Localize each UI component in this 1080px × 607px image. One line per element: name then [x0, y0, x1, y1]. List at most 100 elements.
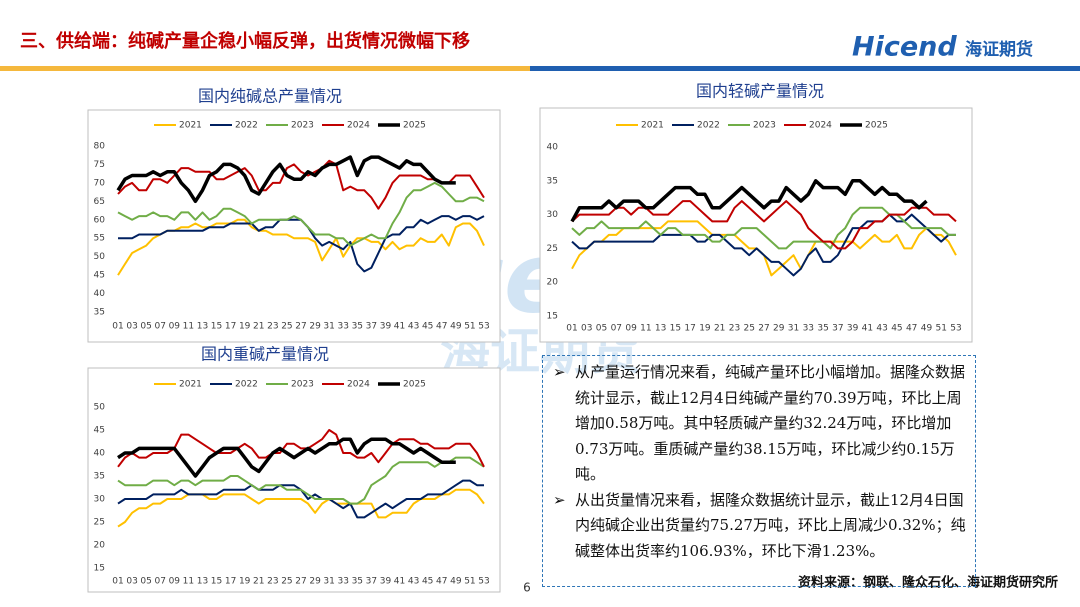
y-tick-label: 70 — [94, 178, 106, 188]
legend-label: 2021 — [179, 380, 202, 390]
x-tick-label: 19 — [239, 577, 251, 587]
chart-title: 国内轻碱产量情况 — [696, 82, 824, 101]
x-tick-label: 29 — [309, 322, 321, 332]
x-tick-label: 15 — [211, 322, 222, 332]
x-tick-label: 49 — [450, 577, 462, 587]
legend-label: 2023 — [291, 380, 314, 390]
x-tick-label: 01 — [566, 324, 577, 334]
x-tick-label: 53 — [478, 322, 489, 332]
chart-frame — [87, 367, 501, 593]
x-tick-label: 09 — [169, 577, 181, 587]
legend-label: 2024 — [347, 121, 370, 131]
x-tick-label: 15 — [211, 577, 222, 587]
x-tick-label: 35 — [352, 577, 363, 587]
y-tick-label: 35 — [94, 472, 105, 482]
notes-box: 从产量运行情况来看，纯碱产量环比小幅增加。据隆众数据统计显示，截止12月4日纯碱… — [542, 355, 976, 587]
series-line — [117, 488, 485, 528]
x-tick-label: 27 — [295, 322, 306, 332]
x-tick-label: 19 — [239, 322, 251, 332]
logo-cn: 海证期货 — [965, 39, 1033, 60]
x-tick-label: 27 — [758, 324, 769, 334]
chart-title: 国内重碱产量情况 — [201, 345, 329, 364]
series-line — [571, 200, 957, 250]
x-tick-label: 35 — [817, 324, 828, 334]
x-tick-label: 13 — [197, 322, 208, 332]
legend-label: 2022 — [235, 121, 258, 131]
x-tick-label: 05 — [140, 322, 151, 332]
y-tick-label: 25 — [547, 244, 558, 254]
x-tick-label: 43 — [876, 324, 887, 334]
x-tick-label: 31 — [788, 324, 799, 334]
x-tick-label: 07 — [155, 577, 166, 587]
y-tick-label: 45 — [94, 426, 105, 436]
y-tick-label: 80 — [94, 142, 106, 152]
legend-label: 2025 — [403, 121, 426, 131]
x-tick-label: 45 — [891, 324, 902, 334]
x-tick-label: 03 — [126, 577, 137, 587]
x-tick-label: 03 — [581, 324, 592, 334]
x-tick-label: 29 — [309, 577, 321, 587]
x-tick-label: 17 — [225, 577, 236, 587]
x-tick-label: 11 — [183, 577, 194, 587]
x-tick-label: 31 — [323, 577, 334, 587]
x-tick-label: 07 — [155, 322, 166, 332]
slide-title: 三、供给端：纯碱产量企稳小幅反弹，出货情况微幅下移 — [20, 30, 470, 52]
y-tick-label: 50 — [94, 252, 106, 262]
legend-label: 2025 — [403, 380, 426, 390]
x-tick-label: 37 — [366, 577, 377, 587]
legend-label: 2022 — [235, 380, 258, 390]
x-tick-label: 11 — [183, 322, 194, 332]
x-tick-label: 47 — [906, 324, 917, 334]
series-line — [117, 437, 456, 478]
x-tick-label: 23 — [729, 324, 740, 334]
y-tick-label: 50 — [94, 403, 106, 413]
x-tick-label: 17 — [225, 322, 236, 332]
x-tick-label: 33 — [803, 324, 814, 334]
x-tick-label: 15 — [670, 324, 681, 334]
x-tick-label: 39 — [847, 324, 859, 334]
series-line — [117, 181, 485, 247]
legend-label: 2021 — [179, 121, 202, 131]
legend-label: 2021 — [641, 121, 664, 131]
x-tick-label: 01 — [112, 322, 123, 332]
x-tick-label: 39 — [380, 577, 392, 587]
x-tick-label: 35 — [352, 322, 363, 332]
legend-label: 2024 — [809, 121, 832, 131]
y-tick-label: 45 — [94, 271, 105, 281]
series-line — [571, 213, 956, 277]
chart-frame — [539, 107, 973, 343]
x-tick-label: 19 — [699, 324, 711, 334]
legend-label: 2022 — [697, 121, 720, 131]
x-tick-label: 51 — [464, 577, 475, 587]
series-line — [116, 155, 456, 204]
x-tick-label: 23 — [267, 577, 278, 587]
x-tick-label: 33 — [338, 577, 349, 587]
chart-frame — [87, 109, 501, 343]
x-tick-label: 51 — [936, 324, 947, 334]
legend-label: 2023 — [753, 121, 776, 131]
x-tick-label: 11 — [640, 324, 651, 334]
y-tick-label: 40 — [94, 449, 106, 459]
y-tick-label: 20 — [547, 278, 559, 288]
x-tick-label: 43 — [408, 577, 419, 587]
y-tick-label: 15 — [547, 312, 558, 322]
series-line — [117, 218, 485, 276]
x-tick-label: 37 — [832, 324, 843, 334]
x-tick-label: 17 — [684, 324, 695, 334]
legend-label: 2023 — [291, 121, 314, 131]
x-tick-label: 37 — [366, 322, 377, 332]
x-tick-label: 47 — [436, 577, 447, 587]
y-tick-label: 20 — [94, 541, 106, 551]
x-tick-label: 27 — [295, 577, 306, 587]
x-tick-label: 01 — [112, 577, 123, 587]
x-tick-label: 25 — [281, 322, 292, 332]
y-tick-label: 35 — [547, 176, 558, 186]
x-tick-label: 13 — [197, 577, 208, 587]
x-tick-label: 29 — [773, 324, 785, 334]
bullet: 从出货量情况来看，据隆众数据统计显示，截止12月4日国内纯碱企业出货量约75.2… — [549, 488, 969, 565]
legend-label: 2025 — [865, 121, 888, 131]
y-tick-label: 35 — [94, 308, 105, 318]
y-tick-label: 40 — [94, 289, 106, 299]
